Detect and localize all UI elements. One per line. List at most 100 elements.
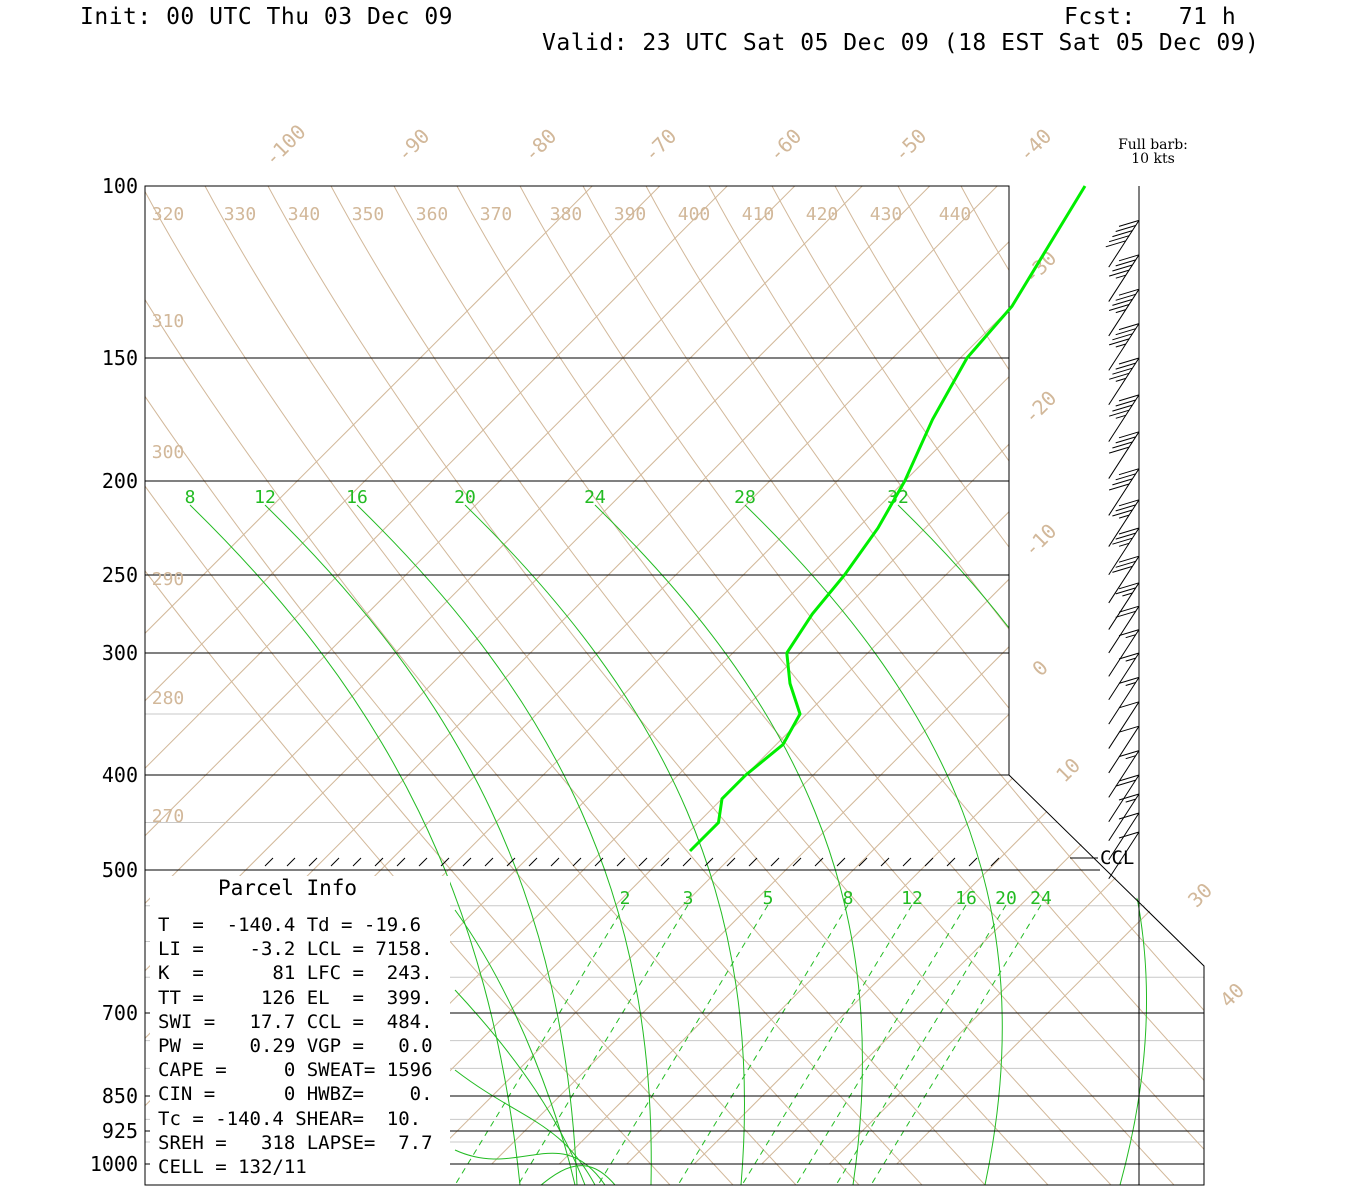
wind-barb: [1108, 701, 1140, 749]
wind-barb-flag: [1118, 629, 1140, 637]
wind-barb-shaft: [1108, 394, 1140, 442]
theta-label: 430: [870, 204, 903, 225]
wind-barb-flag: [1115, 779, 1136, 787]
hatch-mark: [396, 857, 406, 867]
wind-barb-flag: [1118, 676, 1140, 684]
wind-barb: [1108, 725, 1140, 774]
dry-adiabat: [330, 186, 1112, 1185]
wind-barb-half: [1125, 657, 1136, 662]
wind-barb: [1105, 219, 1140, 268]
moist-adiabat: [356, 504, 652, 1185]
moist-adiabat-label: 28: [734, 487, 756, 508]
wind-barb-shaft: [1108, 431, 1140, 479]
mixing-ratio-line: [677, 904, 849, 1185]
theta-label: 270: [152, 806, 185, 827]
dry-adiabat: [960, 186, 1204, 1185]
wind-barb-flag: [1118, 582, 1140, 590]
wind-barb-half: [1115, 377, 1126, 382]
barb-key-line2: 10 kts: [1131, 151, 1175, 167]
hatch-mark: [352, 857, 362, 867]
hatch-mark: [858, 857, 868, 867]
moist-adiabat-label: 12: [254, 487, 276, 508]
theta-label: 310: [152, 311, 185, 332]
wind-barb-half: [1115, 414, 1126, 419]
moist-adiabat-label: 16: [346, 487, 368, 508]
hatch-mark: [286, 857, 296, 867]
wind-barb: [1108, 288, 1140, 337]
isotherm-label: 40: [1215, 978, 1249, 1012]
hatch-mark: [484, 857, 494, 867]
wind-barb: [1108, 468, 1140, 516]
wind-barb-shaft: [1108, 652, 1140, 701]
dry-adiabat: [1149, 186, 1204, 1185]
hatch-mark: [704, 857, 714, 867]
dry-adiabat: [834, 186, 1204, 1185]
isotherm-label: 30: [1183, 878, 1217, 912]
isotherm-line: [356, 186, 1204, 1165]
wind-barb-flag: [1118, 527, 1140, 535]
moist-adiabat-lower: [454, 909, 576, 1185]
wind-barb: [1108, 605, 1140, 654]
valid-time: Valid: 23 UTC Sat 05 Dec 09 (18 EST Sat …: [542, 30, 1260, 56]
theta-label: 350: [352, 204, 385, 225]
wind-barb-flag: [1112, 478, 1133, 486]
isotherm-line: [423, 186, 1204, 1165]
theta-label: 400: [678, 204, 711, 225]
wind-barb-flag: [1115, 362, 1136, 370]
hatch-mark: [616, 857, 626, 867]
wind-barb-flag: [1118, 605, 1140, 613]
hatch-mark: [990, 857, 1000, 867]
wind-barb-half: [1125, 682, 1136, 686]
dry-adiabat: [145, 186, 797, 1185]
wind-barb-flag: [1112, 509, 1133, 517]
ccl-label: CCL: [1100, 847, 1134, 869]
moist-adiabat: [189, 504, 521, 1185]
wind-barb-flag: [1115, 328, 1136, 336]
wind-barb-shaft: [1108, 499, 1140, 547]
moist-adiabat: [264, 504, 578, 1185]
dry-adiabat: [708, 186, 1204, 1185]
wind-barb-shaft: [1108, 750, 1140, 798]
wind-barb-flag: [1118, 219, 1140, 227]
wind-barb-flag: [1112, 230, 1133, 238]
wind-barb-flag: [1118, 812, 1140, 820]
isotherm-label: -60: [764, 124, 807, 167]
parcel-info-title: Parcel Info: [218, 876, 358, 900]
wind-barb: [1108, 555, 1140, 604]
wind-barb-flag: [1108, 483, 1130, 491]
wind-barb-flag: [1115, 532, 1136, 540]
wind-barb-flag: [1118, 774, 1140, 782]
moist-adiabat: [744, 504, 1003, 1185]
wind-barb-flag: [1115, 610, 1136, 618]
wind-barb-shaft: [1108, 254, 1140, 302]
isotherm-line: [828, 186, 1204, 1165]
hatch-mark: [506, 857, 516, 867]
wind-barb-shaft: [1108, 468, 1140, 516]
temperature-profile: [688, 185, 1087, 853]
dry-adiabat: [1213, 186, 1350, 1185]
moist-adiabat-label: 8: [185, 487, 196, 508]
isotherm-label: 0: [1027, 655, 1052, 680]
dry-adiabat: [204, 186, 986, 1185]
wind-barb-half: [1118, 514, 1130, 519]
hatch-mark: [770, 857, 780, 867]
wind-barb-flag: [1118, 793, 1140, 801]
mixing-ratio-label: 5: [763, 888, 774, 909]
wind-barb-flag: [1115, 436, 1136, 444]
wind-barb-flag: [1118, 652, 1140, 660]
moist-adiabat-label: 24: [584, 487, 606, 508]
dry-adiabat: [145, 186, 671, 1185]
hatch-mark: [880, 857, 890, 867]
wind-barb-half: [1115, 274, 1126, 279]
wind-barb-half: [1118, 542, 1130, 547]
wind-barb-shaft: [1108, 220, 1140, 268]
wind-barb-flag: [1112, 441, 1133, 449]
wind-barb-half: [1115, 343, 1126, 348]
wind-barb-flag: [1118, 831, 1140, 839]
moist-adiabat: [594, 504, 863, 1185]
pressure-label: 250: [102, 563, 138, 587]
parcel-info-row: K = 81 LFC = 243.: [158, 962, 433, 985]
dry-adiabat: [519, 186, 1204, 1185]
dry-adiabat: [145, 186, 923, 1185]
pressure-label: 700: [102, 1001, 138, 1025]
